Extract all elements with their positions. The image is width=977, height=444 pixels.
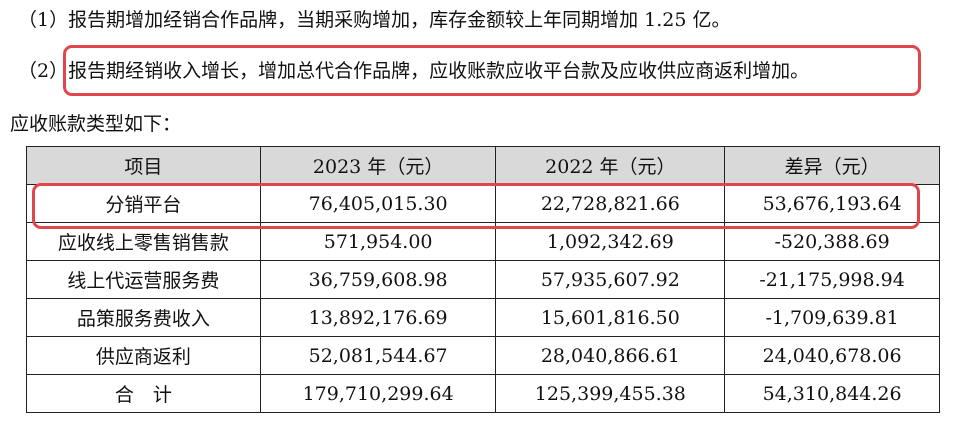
row-label: 合 计 [26,374,261,413]
header-2023: 2023 年（元） [259,146,497,185]
value-difference: 54,310,844.26 [724,374,940,413]
paragraph-2: （2）报告期经销收入增长，增加总代合作品牌，应收账款应收平台款及应收供应商返利增… [18,60,810,82]
value-difference: 53,676,193.64 [724,184,940,223]
value-2023: 179,710,299.64 [259,374,497,413]
row-label: 供应商返利 [26,336,261,375]
highlight-box-row [32,183,920,229]
header-item: 项目 [26,146,261,185]
row-label: 线上代运营服务费 [26,260,261,299]
table-row: 品策服务费收入 13,892,176.69 15,601,816.50 -1,7… [26,298,940,337]
value-2023: 13,892,176.69 [259,298,497,337]
paragraph-1: （1）报告期增加经销合作品牌，当期采购增加，库存金额较上年同期增加 1.25 亿… [18,9,731,31]
value-difference: -1,709,639.81 [724,298,940,337]
value-2022: 125,399,455.38 [495,374,726,413]
value-2022: 28,040,866.61 [495,336,726,375]
highlight-box-paragraph [63,45,921,96]
header-2022: 2022 年（元） [495,146,726,185]
value-2023: 36,759,608.98 [259,260,497,299]
value-difference: -21,175,998.94 [724,260,940,299]
table-row: 供应商返利 52,081,544.67 28,040,866.61 24,040… [26,336,940,375]
table-intro: 应收账款类型如下： [10,113,182,135]
value-2023: 52,081,544.67 [259,336,497,375]
value-difference: 24,040,678.06 [724,336,940,375]
table-total-row: 合 计 179,710,299.64 125,399,455.38 54,310… [26,374,940,413]
table-header-row: 项目 2023 年（元） 2022 年（元） 差异（元） [26,146,940,185]
header-difference: 差异（元） [724,146,940,185]
value-2022: 15,601,816.50 [495,298,726,337]
value-2023: 76,405,015.30 [259,184,497,223]
row-label: 品策服务费收入 [26,298,261,337]
table-row: 线上代运营服务费 36,759,608.98 57,935,607.92 -21… [26,260,940,299]
value-2022: 57,935,607.92 [495,260,726,299]
receivables-table: 项目 2023 年（元） 2022 年（元） 差异（元） 分销平台 76,405… [26,146,940,413]
